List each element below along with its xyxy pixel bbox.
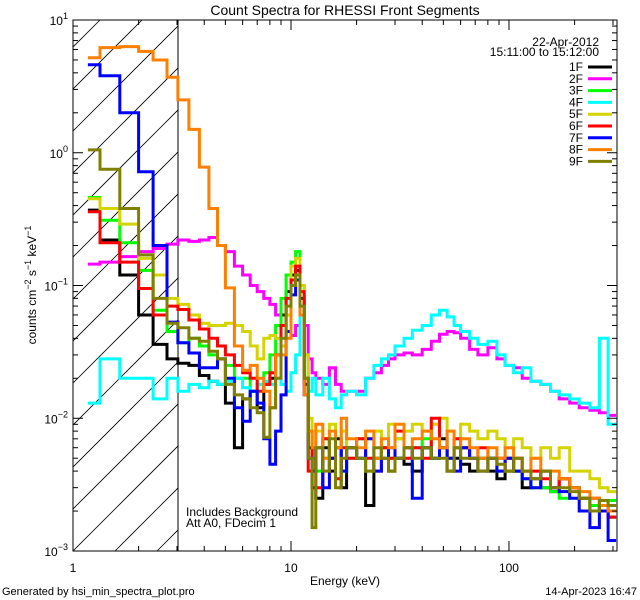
hatch-line <box>73 319 178 426</box>
hatch-line <box>73 67 178 174</box>
y-tick-label: 10−2 <box>44 409 68 426</box>
x-axis-label: Energy (keV) <box>310 574 380 588</box>
annotation-attenuator: Att A0, FDecim 1 <box>186 516 276 530</box>
footer-generated-by: Generated by hsi_min_spectra_plot.pro <box>2 586 195 598</box>
hatch-line <box>73 277 178 384</box>
x-tick-label: 1 <box>70 561 77 575</box>
x-tick-label: 10 <box>284 561 298 575</box>
series-5F <box>87 197 617 494</box>
legend-date: 22-Apr-2012 <box>532 35 599 49</box>
legend-label-1F: 1F <box>569 60 583 74</box>
hatch-line <box>73 445 178 551</box>
legend-time-range: 15:11:00 to 15:12:00 <box>490 45 600 59</box>
hatch-line <box>619 20 640 551</box>
annotation-background: Includes Background <box>186 505 298 519</box>
hatch-line <box>73 193 178 300</box>
y-axis-label: counts cm−2 s−1 keV−1 <box>23 226 39 345</box>
hatch-line <box>73 361 178 468</box>
legend-label-7F: 7F <box>569 131 583 145</box>
chart-title: Count Spectra for RHESSI Front Segments <box>210 2 479 18</box>
legend-label-6F: 6F <box>569 119 583 133</box>
legend-label-2F: 2F <box>569 72 583 86</box>
hatch-line <box>156 529 178 551</box>
y-tick-label: 10−3 <box>44 542 68 559</box>
legend-label-5F: 5F <box>569 107 583 121</box>
series-8F <box>87 45 617 513</box>
hatch-line <box>73 25 178 132</box>
y-tick-label: 10−1 <box>44 277 68 294</box>
legend-label-3F: 3F <box>569 84 583 98</box>
hatched-region <box>0 20 640 551</box>
y-tick-label: 100 <box>50 144 68 161</box>
footer-timestamp: 14-Apr-2023 16:47 <box>545 586 637 598</box>
hatch-line <box>0 20 16 551</box>
legend-label-9F: 9F <box>569 154 583 168</box>
hatch-line <box>73 109 178 216</box>
x-tick-label: 100 <box>499 561 519 575</box>
hatch-line <box>73 403 178 510</box>
series-9F <box>87 148 617 530</box>
legend-label-8F: 8F <box>569 143 583 157</box>
legend-label-4F: 4F <box>569 95 583 109</box>
y-tick-label: 101 <box>50 11 68 28</box>
hatch-line <box>73 235 178 342</box>
